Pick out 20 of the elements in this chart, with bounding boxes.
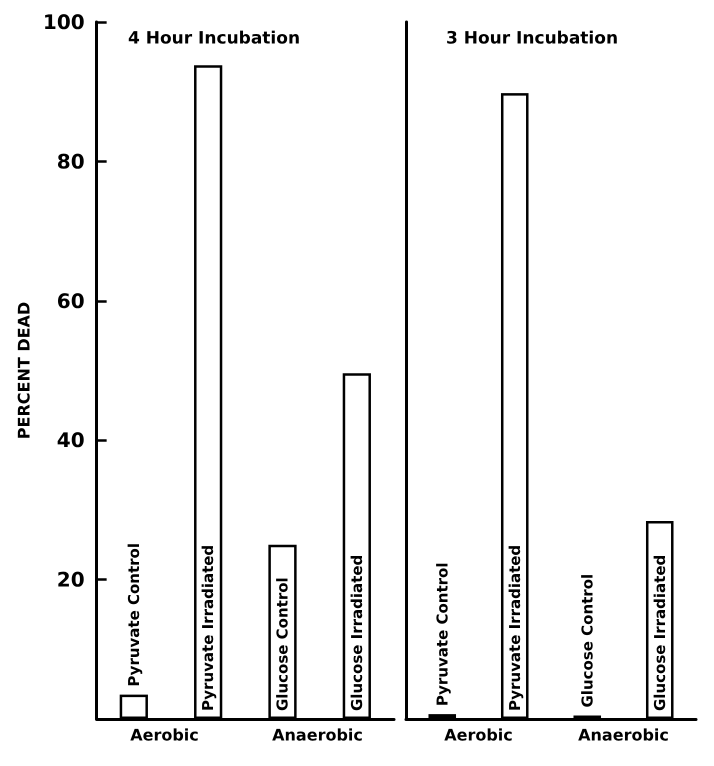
category-label: Pyruvate Irradiated: [506, 544, 524, 711]
category-label: Glucose Irradiated: [348, 554, 366, 711]
category-label: Pyruvate Control: [433, 562, 452, 706]
y-tick-label: 40: [56, 428, 85, 452]
text: Anaerobic: [578, 726, 669, 744]
text: Aerobic: [130, 726, 199, 744]
y-tick-label: 60: [56, 288, 85, 313]
y-tick-label: 80: [56, 149, 85, 174]
category-label: Glucose Control: [578, 574, 596, 708]
y-tick-label: 20: [56, 568, 85, 592]
y-tick-label: 100: [42, 10, 85, 34]
text: Anaerobic: [272, 726, 363, 744]
chart-title: 3 Hour Incubation: [446, 28, 618, 48]
y-axis-title: PERCENT DEAD: [14, 302, 34, 440]
category-label: Pyruvate Control: [124, 542, 143, 687]
category-label: Glucose Control: [273, 577, 292, 711]
category-label: Pyruvate Irradiated: [199, 544, 218, 711]
text: Aerobic: [444, 726, 513, 744]
chart-title: 4 Hour Incubation: [128, 28, 300, 48]
category-label: Glucose Irradiated: [650, 554, 669, 711]
